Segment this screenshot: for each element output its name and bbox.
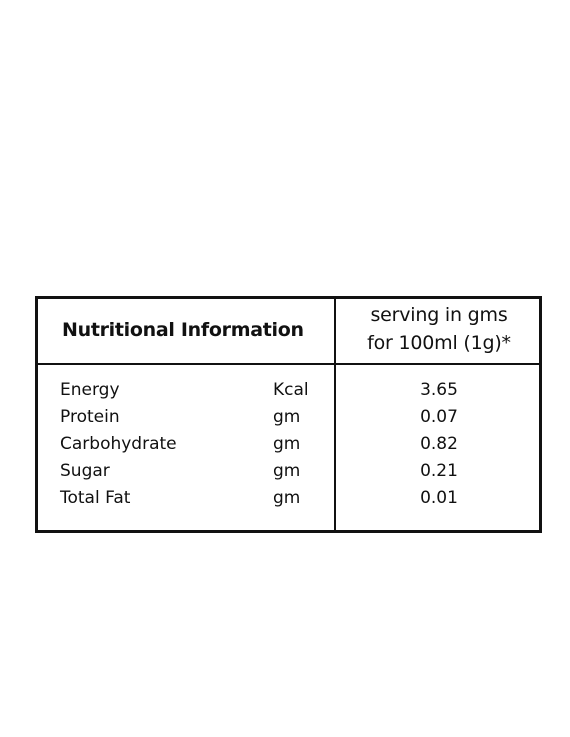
serving-header-line2: for 100ml (1g)* <box>367 332 511 354</box>
nutrition-table: Nutritional Information serving in gms f… <box>35 296 542 533</box>
nutrient-unit: gm <box>273 488 301 508</box>
table-row: Carbohydrate gm 0.82 <box>38 434 539 460</box>
nutrient-value: 0.01 <box>420 488 458 508</box>
nutrient-name: Sugar <box>60 461 110 481</box>
table-row: Protein gm 0.07 <box>38 407 539 433</box>
column-divider <box>334 299 336 530</box>
nutrient-unit: gm <box>273 434 301 454</box>
nutrient-name: Carbohydrate <box>60 434 177 454</box>
nutrient-value: 0.07 <box>420 407 458 427</box>
table-row: Sugar gm 0.21 <box>38 461 539 487</box>
nutrient-value: 0.21 <box>420 461 458 481</box>
table-row: Total Fat gm 0.01 <box>38 488 539 514</box>
table-title: Nutritional Information <box>62 319 304 341</box>
header-divider <box>38 363 539 365</box>
table-row: Energy Kcal 3.65 <box>38 380 539 406</box>
nutrient-name: Total Fat <box>60 488 131 508</box>
nutrient-value: 3.65 <box>420 380 458 400</box>
nutrient-value: 0.82 <box>420 434 458 454</box>
nutrient-unit: Kcal <box>273 380 309 400</box>
nutrient-name: Protein <box>60 407 120 427</box>
nutrient-unit: gm <box>273 461 301 481</box>
nutrient-unit: gm <box>273 407 301 427</box>
serving-header-line1: serving in gms <box>370 304 508 326</box>
nutrient-name: Energy <box>60 380 120 400</box>
